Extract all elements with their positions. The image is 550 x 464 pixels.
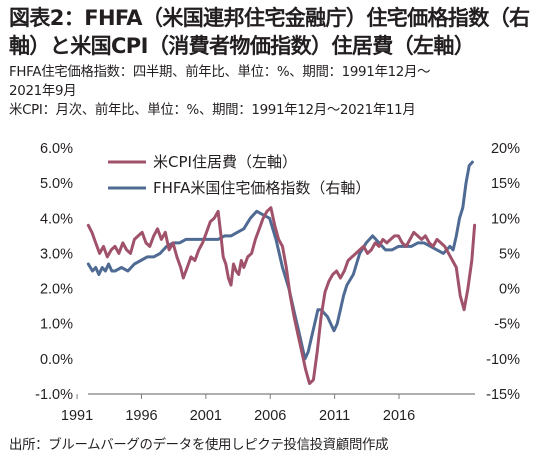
y-right-tick-label: -10% (486, 352, 520, 368)
y-right-tick-label: 10% (491, 211, 520, 227)
series-line-cpi (86, 206, 477, 385)
y-right-tick-label: 15% (491, 176, 520, 192)
y-left-tick-label: 4.0% (40, 211, 73, 227)
y-right-tick-label: -15% (486, 387, 520, 403)
y-left-tick-label: 1.0% (40, 317, 73, 333)
chart-notes: FHFA住宅価格指数：四半期、前年比、単位：%、期間：1991年12月～ 202… (9, 63, 545, 120)
legend-label-cpi: 米CPI住居費（左軸） (153, 153, 297, 171)
y-left-tick-label: 6.0% (40, 141, 73, 157)
note-fhfa-cont: 2021年9月 (9, 84, 77, 99)
x-tick-label: 1996 (125, 408, 157, 424)
y-left-tick-label: -1.0% (35, 387, 73, 403)
y-right-tick-label: 5% (499, 246, 520, 262)
chart-title-line1: 図表2：FHFA（米国連邦住宅金融庁）住宅価格指数（右 (9, 6, 530, 30)
x-tick-label: 2006 (254, 408, 286, 424)
y-right-tick-label: -5% (494, 317, 520, 333)
y-left-tick-label: 2.0% (40, 282, 73, 298)
chart-legend: 米CPI住居費（左軸） FHFA米国住宅価格指数（右軸） (108, 153, 370, 197)
y-right-tick-label: 0% (499, 282, 520, 298)
x-tick-label: 2011 (319, 408, 350, 424)
legend-label-fhfa: FHFA米国住宅価格指数（右軸） (153, 179, 370, 197)
x-tick-label: 1991 (61, 408, 93, 424)
chart-axes: -1.0% 0.0% 1.0% 2.0% 3.0% 4.0% 5.0% 6.0% -15% -10… (35, 141, 520, 424)
x-tick-label: 2016 (383, 408, 415, 424)
chart-series (86, 160, 477, 385)
chart-title: 図表2：FHFA（米国連邦住宅金融庁）住宅価格指数（右 軸）と米国CPI（消費者… (9, 4, 545, 60)
note-fhfa: FHFA住宅価格指数：四半期、前年比、単位：%、期間：1991年12月～ (9, 65, 431, 80)
y-right-tick-label: 20% (491, 141, 520, 157)
y-left-tick-label: 3.0% (40, 246, 73, 262)
x-tick-label: 2001 (190, 408, 222, 424)
note-cpi: 米CPI：月次、前年比、単位：%、期間：1991年12月～2021年11月 (9, 103, 416, 118)
y-left-tick-label: 5.0% (40, 176, 73, 192)
chart-title-line2: 軸）と米国CPI（消費者物価指数）住居費（左軸） (9, 34, 475, 58)
source-note: 出所：ブルームバーグのデータを使用しピクテ投信投資顧問作成 (9, 438, 389, 453)
y-left-tick-label: 0.0% (40, 352, 73, 368)
